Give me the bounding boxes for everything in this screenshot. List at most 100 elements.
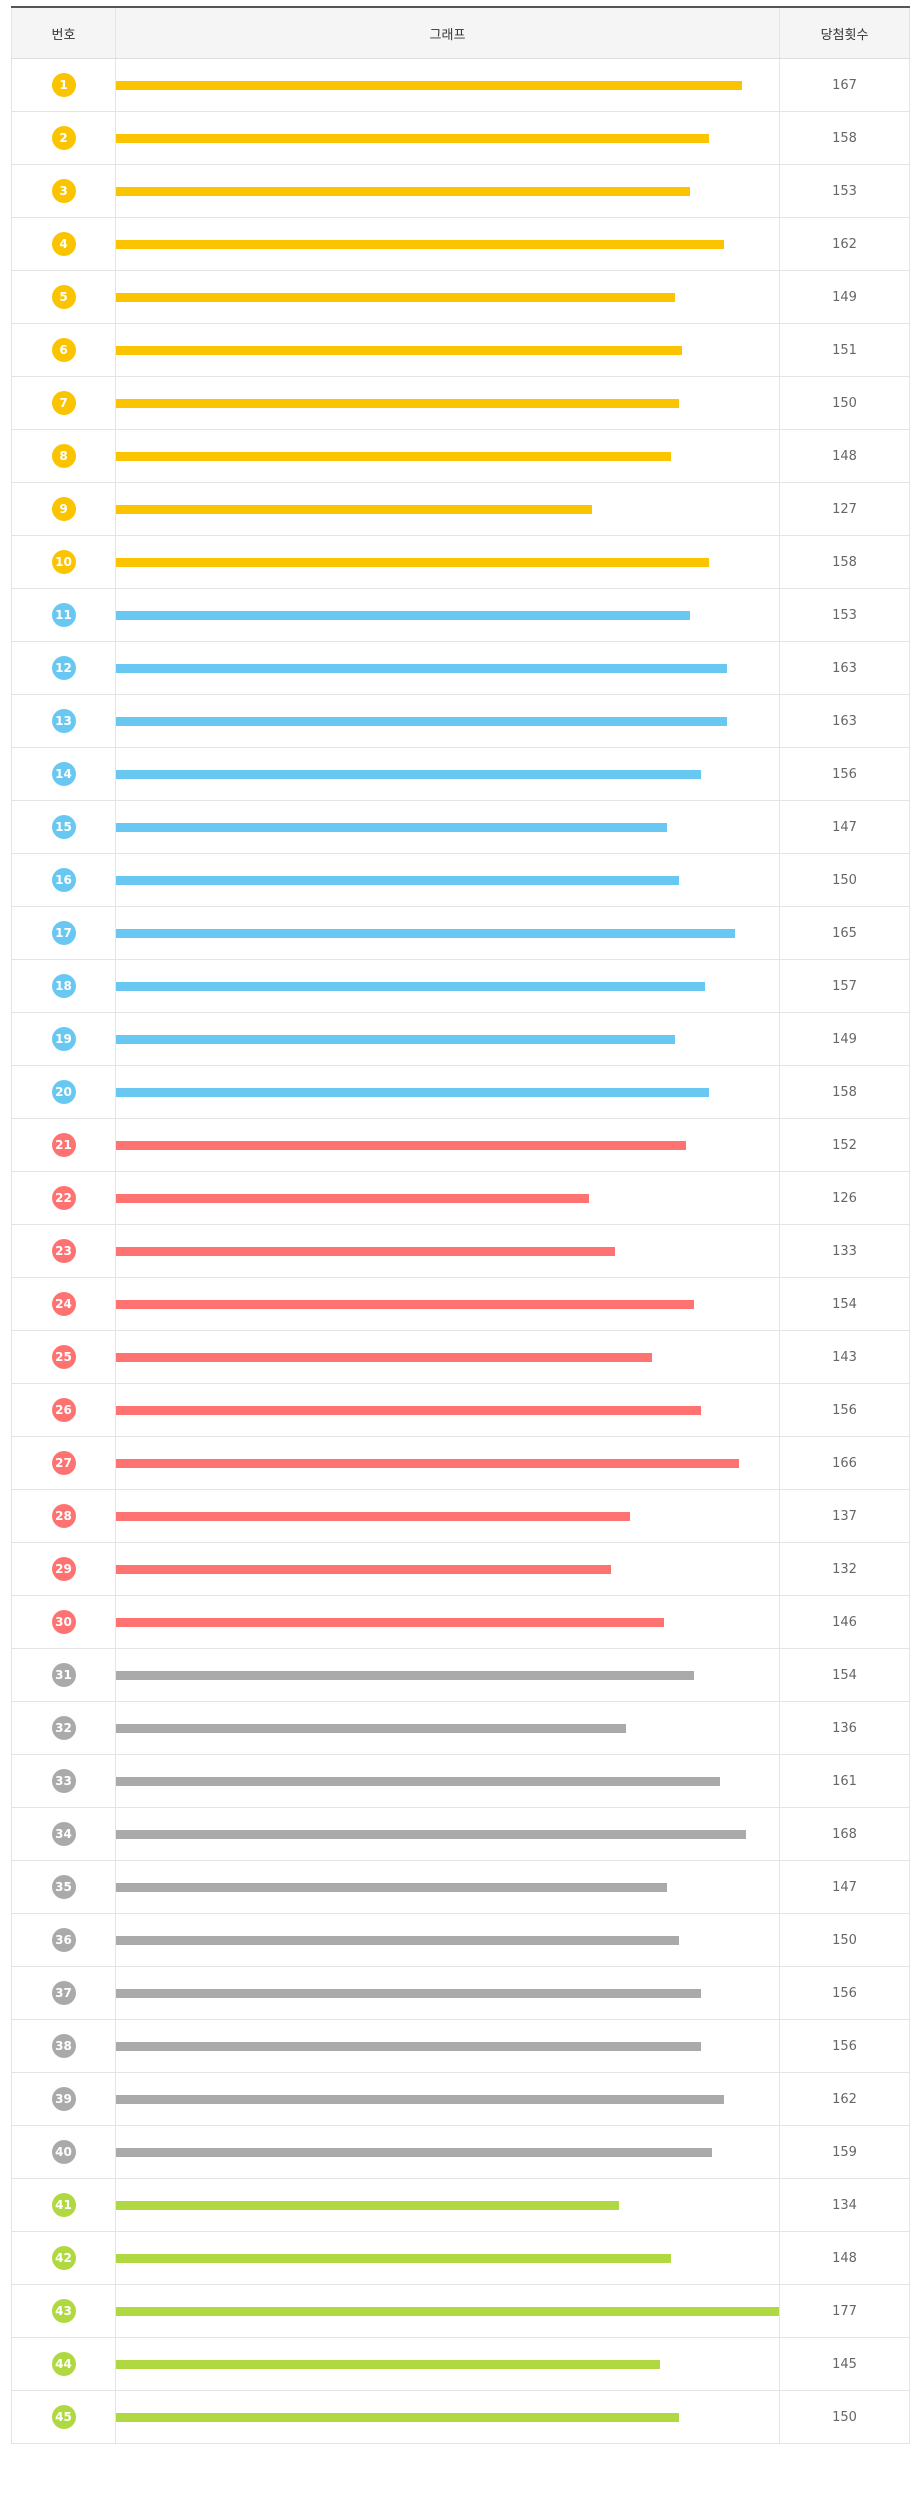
graph-cell <box>116 1967 780 2019</box>
graph-cell <box>116 1649 780 1701</box>
number-ball: 15 <box>51 815 76 839</box>
count-label: 148 <box>832 2250 857 2266</box>
graph-cell <box>116 1543 780 1595</box>
number-ball: 39 <box>51 2087 76 2111</box>
number-ball: 22 <box>51 1186 76 1210</box>
count-label: 158 <box>832 1084 857 1100</box>
graph-cell <box>116 324 780 376</box>
frequency-bar <box>116 1564 611 1574</box>
count-cell: 168 <box>780 1808 910 1860</box>
table-row: 34 168 <box>11 1808 910 1861</box>
count-cell: 162 <box>780 218 910 270</box>
number-ball: 13 <box>51 709 76 733</box>
number-ball: 27 <box>51 1451 76 1475</box>
number-ball: 44 <box>51 2352 76 2376</box>
number-cell: 19 <box>11 1013 116 1065</box>
graph-cell <box>116 695 780 747</box>
frequency-bar <box>116 1352 652 1362</box>
count-label: 162 <box>832 236 857 252</box>
count-cell: 132 <box>780 1543 910 1595</box>
header-graph: 그래프 <box>116 8 780 58</box>
count-cell: 153 <box>780 165 910 217</box>
count-cell: 148 <box>780 430 910 482</box>
table-row: 14 156 <box>11 748 910 801</box>
frequency-bar <box>116 2359 660 2369</box>
number-cell: 37 <box>11 1967 116 2019</box>
count-cell: 150 <box>780 1914 910 1966</box>
frequency-bar <box>116 2094 724 2104</box>
count-cell: 150 <box>780 377 910 429</box>
number-cell: 24 <box>11 1278 116 1330</box>
number-ball: 43 <box>51 2299 76 2323</box>
table-row: 24 154 <box>11 1278 910 1331</box>
count-label: 137 <box>832 1508 857 1524</box>
number-cell: 40 <box>11 2126 116 2178</box>
graph-cell <box>116 1914 780 1966</box>
count-label: 162 <box>832 2091 857 2107</box>
count-label: 156 <box>832 1985 857 2001</box>
count-label: 147 <box>832 1879 857 1895</box>
graph-cell <box>116 1066 780 1118</box>
count-label: 156 <box>832 2038 857 2054</box>
graph-cell <box>116 1490 780 1542</box>
table-row: 15 147 <box>11 801 910 854</box>
graph-cell <box>116 2073 780 2125</box>
count-label: 143 <box>832 1349 857 1365</box>
table-row: 7 150 <box>11 377 910 430</box>
graph-cell <box>116 1755 780 1807</box>
table-row: 38 156 <box>11 2020 910 2073</box>
count-cell: 158 <box>780 112 910 164</box>
count-cell: 156 <box>780 748 910 800</box>
number-cell: 11 <box>11 589 116 641</box>
count-label: 158 <box>832 554 857 570</box>
graph-cell <box>116 2126 780 2178</box>
number-cell: 42 <box>11 2232 116 2284</box>
table-body: 1 167 2 158 3 153 4 162 5 149 6 151 7 150 8 148 9 127 10 15… <box>11 59 910 2444</box>
count-label: 156 <box>832 766 857 782</box>
count-cell: 147 <box>780 1861 910 1913</box>
number-cell: 21 <box>11 1119 116 1171</box>
table-row: 31 154 <box>11 1649 910 1702</box>
frequency-bar <box>116 716 727 726</box>
table-row: 21 152 <box>11 1119 910 1172</box>
number-ball: 36 <box>51 1928 76 1952</box>
count-cell: 150 <box>780 854 910 906</box>
number-cell: 10 <box>11 536 116 588</box>
table-row: 28 137 <box>11 1490 910 1543</box>
count-label: 177 <box>832 2303 857 2319</box>
table-row: 19 149 <box>11 1013 910 1066</box>
number-ball: 28 <box>51 1504 76 1528</box>
count-label: 132 <box>832 1561 857 1577</box>
table-row: 33 161 <box>11 1755 910 1808</box>
number-cell: 23 <box>11 1225 116 1277</box>
number-ball: 10 <box>51 550 76 574</box>
number-ball: 31 <box>51 1663 76 1687</box>
number-ball: 3 <box>51 179 76 203</box>
graph-cell <box>116 748 780 800</box>
number-cell: 9 <box>11 483 116 535</box>
table-row: 35 147 <box>11 1861 910 1914</box>
table-row: 40 159 <box>11 2126 910 2179</box>
count-label: 161 <box>832 1773 857 1789</box>
frequency-bar <box>116 2041 701 2051</box>
number-ball: 37 <box>51 1981 76 2005</box>
number-ball: 24 <box>51 1292 76 1316</box>
number-cell: 1 <box>11 59 116 111</box>
count-cell: 137 <box>780 1490 910 1542</box>
count-label: 150 <box>832 2409 857 2425</box>
count-label: 168 <box>832 1826 857 1842</box>
number-cell: 35 <box>11 1861 116 1913</box>
graph-cell <box>116 165 780 217</box>
count-cell: 156 <box>780 2020 910 2072</box>
number-ball: 40 <box>51 2140 76 2164</box>
number-cell: 16 <box>11 854 116 906</box>
count-label: 157 <box>832 978 857 994</box>
count-cell: 150 <box>780 2391 910 2443</box>
number-cell: 3 <box>11 165 116 217</box>
count-cell: 158 <box>780 1066 910 1118</box>
count-label: 148 <box>832 448 857 464</box>
frequency-bar <box>116 1882 667 1892</box>
number-cell: 31 <box>11 1649 116 1701</box>
frequency-bar <box>116 822 667 832</box>
count-label: 149 <box>832 289 857 305</box>
